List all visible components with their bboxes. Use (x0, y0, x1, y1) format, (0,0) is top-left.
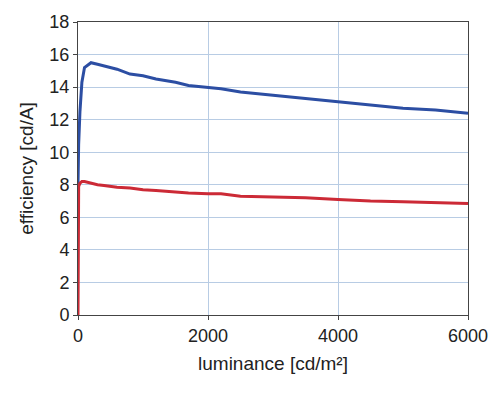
svg-text:16: 16 (49, 45, 69, 65)
svg-text:efficiency [cd/A]: efficiency [cd/A] (16, 102, 37, 235)
svg-text:12: 12 (49, 110, 69, 130)
svg-text:10: 10 (49, 143, 69, 163)
svg-text:luminance [cd/m²]: luminance [cd/m²] (198, 353, 348, 374)
svg-text:14: 14 (49, 77, 69, 97)
svg-text:8: 8 (59, 175, 69, 195)
svg-text:6000: 6000 (448, 326, 488, 346)
svg-text:6: 6 (59, 208, 69, 228)
svg-text:4: 4 (59, 240, 69, 260)
svg-text:18: 18 (49, 12, 69, 32)
svg-text:2: 2 (59, 273, 69, 293)
svg-text:0: 0 (73, 326, 83, 346)
svg-text:2000: 2000 (188, 326, 228, 346)
svg-text:4000: 4000 (318, 326, 358, 346)
svg-text:0: 0 (59, 305, 69, 325)
